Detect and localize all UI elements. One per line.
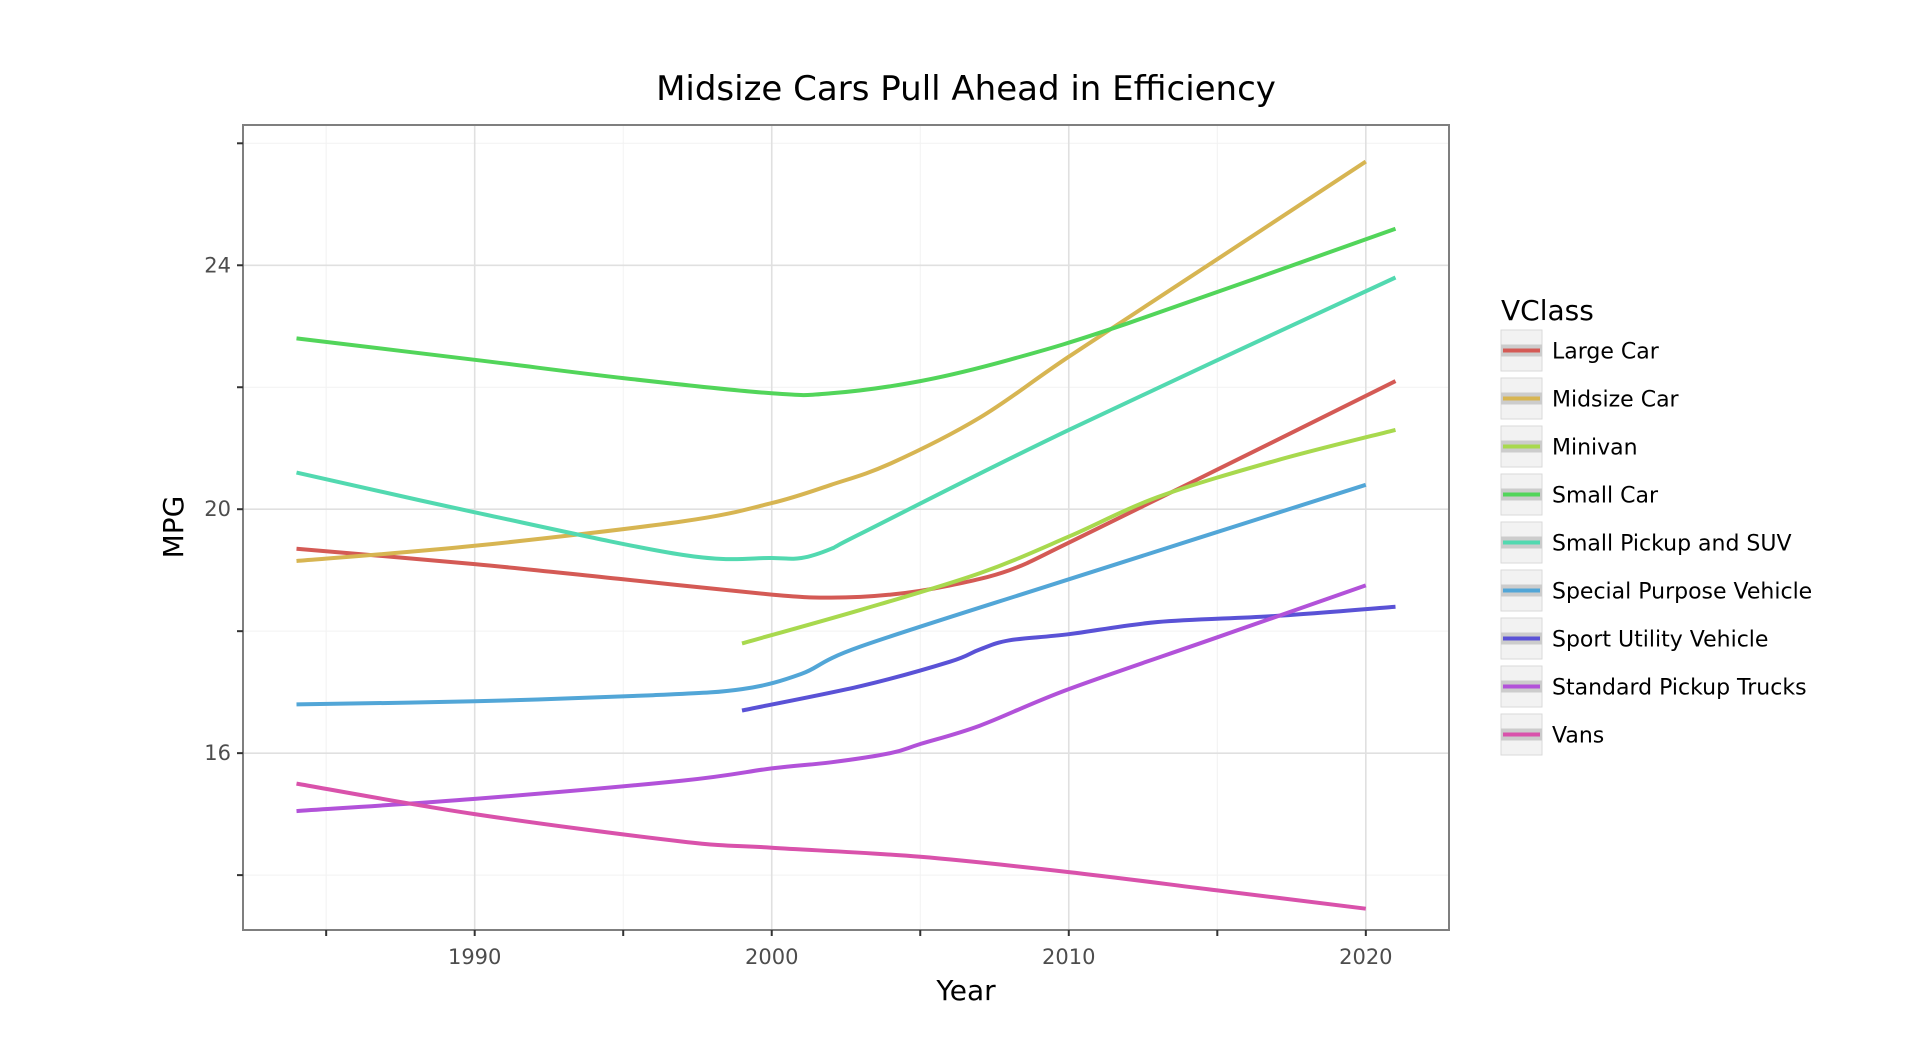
plot-panel [243, 125, 1449, 930]
legend-label-small-pickup-and-suv: Small Pickup and SUV [1552, 532, 1792, 557]
major-gridlines [243, 125, 1449, 930]
legend-item-midsize-car: Midsize Car [1500, 377, 1680, 420]
series-line-vans [296, 781, 1367, 911]
legend-label-minivan: Minivan [1552, 436, 1638, 461]
y-tick-label: 16 [204, 741, 231, 765]
legend-label-large-car: Large Car [1552, 340, 1660, 365]
legend-item-small-pickup-and-suv: Small Pickup and SUV [1500, 521, 1792, 564]
legend-item-minivan: Minivan [1500, 425, 1638, 468]
legend: VClass Large Car Midsize Car Minivan Small … [1500, 294, 1812, 756]
series-line-small-car [296, 226, 1397, 398]
legend-label-sport-utility-vehicle: Sport Utility Vehicle [1552, 628, 1768, 653]
x-axis-title: Year [935, 974, 996, 1007]
series-line-standard-pickup-trucks [296, 583, 1367, 814]
legend-label-small-car: Small Car [1552, 484, 1659, 509]
x-tick-label: 2020 [1339, 945, 1392, 969]
legend-item-vans: Vans [1500, 713, 1604, 756]
legend-title: VClass [1501, 294, 1594, 327]
legend-item-large-car: Large Car [1500, 329, 1660, 372]
y-axis: 16 20 24 [204, 142, 243, 877]
plot-border [242, 124, 1450, 931]
series-lines [296, 159, 1397, 911]
legend-items: Large Car Midsize Car Minivan Small Car Smal… [1500, 329, 1812, 756]
series-line-special-purpose-vehicle [296, 482, 1367, 707]
x-axis: 1990 2000 2010 2020 [325, 930, 1393, 969]
y-axis-title: MPG [157, 496, 190, 559]
series-line-minivan [741, 427, 1396, 646]
y-tick-label: 20 [204, 497, 231, 521]
series-line-sport-utility-vehicle [741, 604, 1396, 713]
y-tick-label: 24 [204, 253, 231, 277]
x-tick-label: 1990 [448, 945, 501, 969]
legend-label-special-purpose-vehicle: Special Purpose Vehicle [1552, 580, 1812, 605]
legend-label-midsize-car: Midsize Car [1552, 388, 1680, 413]
x-tick-label: 2010 [1042, 945, 1095, 969]
legend-item-standard-pickup-trucks: Standard Pickup Trucks [1500, 665, 1807, 708]
chart-title: Midsize Cars Pull Ahead in Efficiency [656, 69, 1276, 109]
series-line-midsize-car [296, 159, 1367, 563]
legend-item-special-purpose-vehicle: Special Purpose Vehicle [1500, 569, 1812, 612]
legend-item-sport-utility-vehicle: Sport Utility Vehicle [1500, 617, 1768, 660]
legend-label-vans: Vans [1552, 724, 1604, 749]
series-line-small-pickup-and-suv [296, 275, 1397, 562]
x-tick-label: 2000 [745, 945, 798, 969]
legend-item-small-car: Small Car [1500, 473, 1659, 516]
legend-label-standard-pickup-trucks: Standard Pickup Trucks [1552, 676, 1807, 701]
